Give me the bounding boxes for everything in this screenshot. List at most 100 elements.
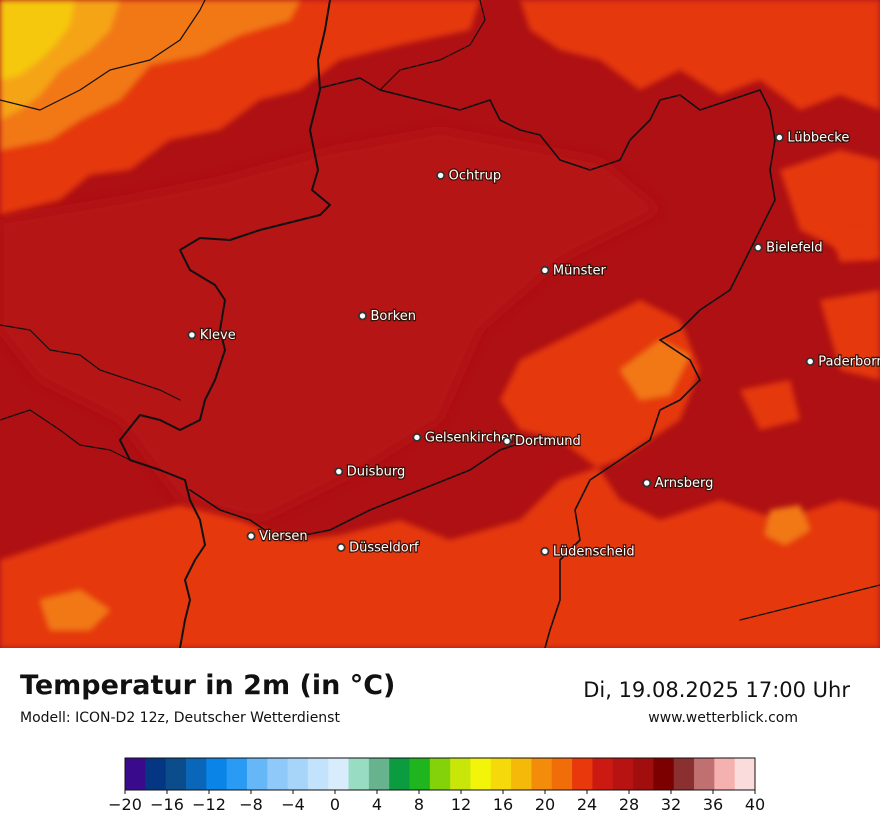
legend-tick-label: 36 xyxy=(703,795,723,814)
legend-tick-label: 8 xyxy=(414,795,424,814)
model-source: Modell: ICON-D2 12z, Deutscher Wetterdie… xyxy=(20,710,340,726)
temperature-map[interactable]: Lübbecke Ochtrup Bielefeld Münster Borken Kle… xyxy=(0,0,880,648)
city-dot xyxy=(336,543,346,553)
legend-tick-label: 28 xyxy=(619,795,639,814)
orange-zone-north xyxy=(0,0,480,215)
legend-tick-label: 4 xyxy=(372,795,382,814)
legend-tick-label: −4 xyxy=(281,795,305,814)
legend-tick-label: 20 xyxy=(535,795,555,814)
legend-swatch xyxy=(612,758,634,790)
city-dot xyxy=(805,356,815,366)
state-border-south xyxy=(189,439,561,541)
city-dot xyxy=(187,330,197,340)
legend-swatch xyxy=(226,758,248,790)
city-13[interactable]: Lüdenscheid xyxy=(540,543,636,560)
city-label: Borken xyxy=(371,309,417,324)
legend-swatch xyxy=(450,758,471,790)
footer-panel: Temperatur in 2m (in °C) Modell: ICON-D2… xyxy=(0,648,880,830)
state-border-east xyxy=(544,339,701,648)
country-border-nw xyxy=(0,0,206,111)
country-border-west xyxy=(0,324,181,401)
city-10[interactable]: Arnsberg xyxy=(642,475,715,492)
legend-swatch xyxy=(429,758,451,790)
legend-swatch xyxy=(531,758,553,790)
national-border xyxy=(119,0,331,648)
city-8[interactable]: Dortmund xyxy=(502,433,582,450)
legend-tick-label: 0 xyxy=(330,795,340,814)
legend-swatch xyxy=(125,758,146,790)
city-label: Viersen xyxy=(259,529,308,544)
legend-swatch xyxy=(368,758,390,790)
state-border-north xyxy=(319,77,776,341)
city-11[interactable]: Viersen xyxy=(246,528,309,545)
city-6[interactable]: Paderborn xyxy=(805,353,880,371)
city-label: Paderborn xyxy=(818,355,880,370)
border-lines xyxy=(0,0,880,648)
city-5[interactable]: Kleve xyxy=(187,327,237,344)
legend-swatch xyxy=(185,758,207,790)
legend-swatch xyxy=(307,758,329,790)
city-9[interactable]: Duisburg xyxy=(334,463,406,481)
legend-swatch xyxy=(389,758,410,790)
city-dot xyxy=(357,311,367,321)
legend-swatch xyxy=(246,758,268,790)
city-12[interactable]: Düsseldorf xyxy=(336,539,420,557)
city-label: Gelsenkirchen xyxy=(425,430,518,445)
legend-tick-label: 16 xyxy=(493,795,513,814)
legend-swatch xyxy=(572,758,593,790)
legend-swatch xyxy=(551,758,573,790)
legend-swatch xyxy=(714,758,736,790)
legend-swatch xyxy=(267,758,288,790)
city-label: Arnsberg xyxy=(655,476,714,491)
city-label: Bielefeld xyxy=(766,241,823,256)
legend-swatch xyxy=(409,758,431,790)
region-border-ne xyxy=(379,0,486,91)
city-label: Dortmund xyxy=(515,434,581,449)
city-3[interactable]: Münster xyxy=(540,262,608,279)
legend-frame xyxy=(124,757,756,791)
city-2[interactable]: Bielefeld xyxy=(753,239,824,257)
region-border-se xyxy=(739,584,880,621)
city-dot xyxy=(540,546,550,556)
city-4[interactable]: Borken xyxy=(357,308,417,325)
legend-tick-label: 12 xyxy=(451,795,471,814)
city-dot xyxy=(642,478,652,488)
city-dot xyxy=(753,243,763,253)
city-label: Duisburg xyxy=(347,465,406,480)
city-dot xyxy=(540,265,550,275)
legend-swatch xyxy=(511,758,532,790)
city-markers: Lübbecke Ochtrup Bielefeld Münster Borken Kle… xyxy=(187,129,880,560)
city-label: Kleve xyxy=(200,328,236,343)
legend-tick-label: −20 xyxy=(108,795,142,814)
legend-swatch xyxy=(287,758,309,790)
legend-swatch xyxy=(328,758,349,790)
city-label: Lübbecke xyxy=(787,131,849,146)
legend-tick-label: 40 xyxy=(745,795,765,814)
legend-swatch xyxy=(145,758,167,790)
city-dot xyxy=(436,170,446,180)
legend-tick-label: 24 xyxy=(577,795,597,814)
city-7[interactable]: Gelsenkirchen xyxy=(412,429,519,447)
city-label: Münster xyxy=(553,263,607,278)
city-1[interactable]: Ochtrup xyxy=(436,167,502,185)
legend-swatch xyxy=(165,758,187,790)
city-dot xyxy=(502,436,512,446)
city-label: Ochtrup xyxy=(449,168,502,183)
legend-swatch xyxy=(633,758,654,790)
website-link[interactable]: www.wetterblick.com xyxy=(648,710,798,726)
orange-zone-south xyxy=(0,225,880,648)
city-dot xyxy=(412,432,422,442)
orange-zone-northeast xyxy=(520,0,880,380)
city-dot xyxy=(246,531,256,541)
legend-tick-label: 32 xyxy=(661,795,681,814)
city-0[interactable]: Lübbecke xyxy=(774,129,851,147)
map-canvas: Lübbecke Ochtrup Bielefeld Münster Borken Kle… xyxy=(0,0,880,648)
legend-swatch xyxy=(490,758,512,790)
legend-swatch xyxy=(592,758,614,790)
city-label: Lüdenscheid xyxy=(553,544,635,559)
city-dot xyxy=(334,467,344,477)
legend-tick-label: −12 xyxy=(192,795,226,814)
map-title: Temperatur in 2m (in °C) xyxy=(20,670,396,701)
legend-swatch xyxy=(348,758,370,790)
city-label: Düsseldorf xyxy=(349,541,419,556)
